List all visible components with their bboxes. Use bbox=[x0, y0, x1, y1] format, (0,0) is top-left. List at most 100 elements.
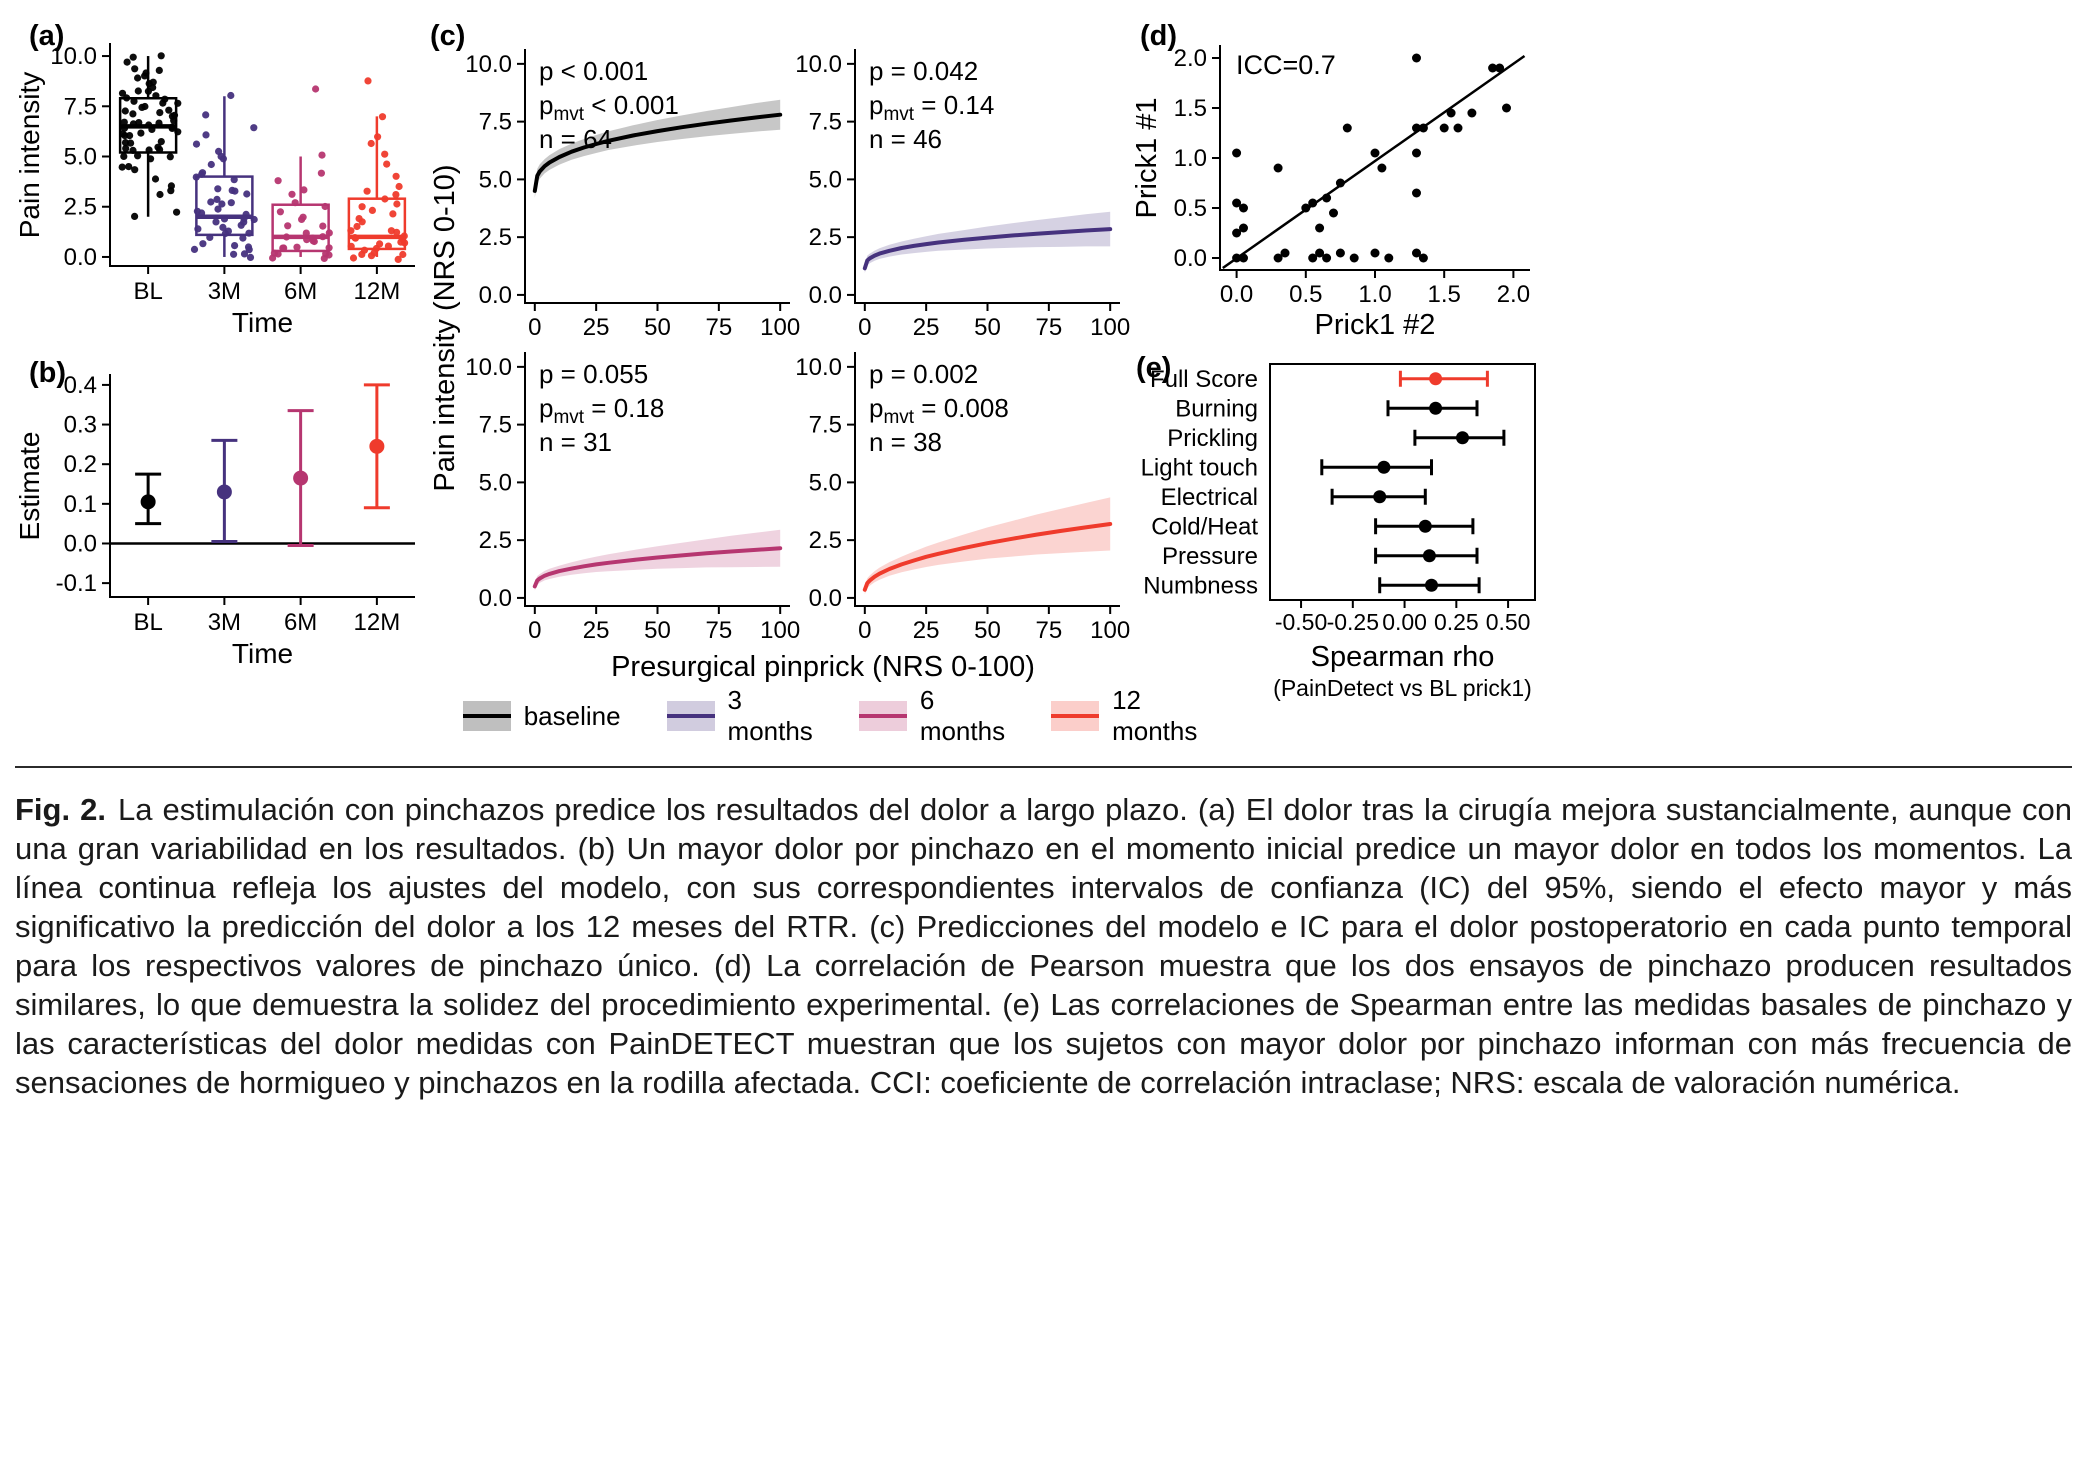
svg-text:5.0: 5.0 bbox=[479, 469, 512, 496]
svg-text:0.3: 0.3 bbox=[64, 412, 97, 439]
svg-text:0.50: 0.50 bbox=[1486, 609, 1531, 635]
svg-text:2.5: 2.5 bbox=[809, 224, 842, 251]
panel-a-boxplot: (a) 0.0 2.5 5.0 7.5 10.0 BL 3M 6M 12M Time Pain in… bbox=[15, 8, 425, 340]
svg-text:Estimate: Estimate bbox=[15, 432, 45, 541]
svg-text:75: 75 bbox=[1035, 617, 1062, 644]
figure-legend: baseline 3 months 6 months 12 months bbox=[462, 685, 1197, 746]
boxplot-layer bbox=[118, 56, 407, 257]
svg-text:0: 0 bbox=[528, 617, 541, 644]
svg-text:2.5: 2.5 bbox=[64, 194, 97, 221]
figure-caption: Fig. 2. La estimulación con pinchazos pre… bbox=[15, 766, 2072, 1102]
legend-swatch-line bbox=[462, 714, 511, 718]
svg-text:BL: BL bbox=[133, 278, 162, 305]
svg-text:Full Score: Full Score bbox=[1150, 366, 1258, 393]
svg-text:-0.1: -0.1 bbox=[56, 570, 97, 597]
panel-e-letter: (e) bbox=[1136, 352, 1172, 384]
legend-swatch bbox=[858, 701, 907, 731]
prick-correlation-scatter-chart: 0.0 0.5 1.0 1.5 2.0 0.0 0.5 1.0 1.5 2.0 ICC=0.7 Pri… bbox=[1131, 45, 1530, 341]
panel-c-letter: (c) bbox=[430, 20, 466, 52]
svg-text:10.0: 10.0 bbox=[465, 51, 512, 78]
legend-item: 3 months bbox=[666, 685, 813, 747]
legend-item: 12 months bbox=[1051, 685, 1197, 747]
svg-text:0.25: 0.25 bbox=[1434, 609, 1479, 635]
svg-text:n = 38: n = 38 bbox=[869, 427, 942, 457]
svg-text:p = 0.055: p = 0.055 bbox=[539, 359, 648, 389]
legend-swatch bbox=[666, 701, 715, 731]
svg-text:Prickling: Prickling bbox=[1167, 425, 1258, 452]
svg-text:50: 50 bbox=[974, 314, 1001, 341]
svg-text:0.0: 0.0 bbox=[1174, 245, 1207, 272]
svg-text:-0.50: -0.50 bbox=[1275, 609, 1327, 635]
svg-text:Pain intensity: Pain intensity bbox=[15, 72, 45, 239]
svg-text:Time: Time bbox=[232, 307, 293, 338]
svg-text:5.0: 5.0 bbox=[64, 144, 97, 171]
svg-text:1.0: 1.0 bbox=[1358, 281, 1391, 308]
svg-text:2.5: 2.5 bbox=[479, 224, 512, 251]
svg-text:50: 50 bbox=[644, 314, 671, 341]
jitter-points-layer bbox=[118, 52, 409, 263]
svg-text:10.0: 10.0 bbox=[795, 51, 842, 78]
caption-prefix: Fig. 2. bbox=[15, 792, 106, 827]
svg-text:0.4: 0.4 bbox=[64, 372, 97, 399]
svg-text:12M: 12M bbox=[354, 278, 401, 305]
legend-item: baseline bbox=[462, 701, 621, 732]
svg-text:0.0: 0.0 bbox=[809, 282, 842, 309]
legend-swatch bbox=[1051, 701, 1100, 731]
svg-text:1.5: 1.5 bbox=[1428, 281, 1461, 308]
svg-text:2.5: 2.5 bbox=[809, 527, 842, 554]
svg-text:0.0: 0.0 bbox=[1220, 281, 1253, 308]
svg-text:Prick1 #1: Prick1 #1 bbox=[1131, 98, 1163, 219]
scatter-points-layer bbox=[1232, 53, 1511, 263]
panel-b-letter: (b) bbox=[29, 357, 67, 389]
svg-text:0: 0 bbox=[858, 617, 871, 644]
legend-label: 3 months bbox=[727, 685, 813, 746]
svg-text:0.1: 0.1 bbox=[64, 491, 97, 518]
legend-label: 6 months bbox=[919, 685, 1006, 746]
svg-text:Pressure: Pressure bbox=[1162, 543, 1258, 570]
svg-text:10.0: 10.0 bbox=[465, 354, 512, 381]
svg-text:7.5: 7.5 bbox=[809, 412, 842, 439]
svg-text:0.0: 0.0 bbox=[64, 244, 97, 271]
svg-text:0: 0 bbox=[858, 314, 871, 341]
svg-text:0.2: 0.2 bbox=[64, 451, 97, 478]
svg-text:25: 25 bbox=[583, 314, 610, 341]
svg-text:Electrical: Electrical bbox=[1161, 484, 1258, 511]
svg-text:5.0: 5.0 bbox=[809, 166, 842, 193]
svg-text:1.5: 1.5 bbox=[1174, 95, 1207, 122]
legend-swatch-line bbox=[1051, 714, 1100, 718]
pointrange-layer bbox=[135, 383, 390, 547]
boxplot-pain-intensity-chart: 0.0 2.5 5.0 7.5 10.0 BL 3M 6M 12M Time Pain intens… bbox=[15, 43, 415, 338]
svg-text:-0.25: -0.25 bbox=[1327, 609, 1379, 635]
svg-text:Cold/Heat: Cold/Heat bbox=[1151, 513, 1258, 540]
smooth-subpanel: 0.0 2.5 5.0 7.5 10.0 0 25 50 75 100 p = 0.042 pmvt … bbox=[795, 49, 1130, 341]
smooth-subpanel: 0.0 2.5 5.0 7.5 10.0 0 25 50 75 100 p = 0.002 pmvt … bbox=[795, 352, 1130, 644]
svg-text:75: 75 bbox=[1035, 314, 1062, 341]
svg-text:ICC=0.7: ICC=0.7 bbox=[1236, 50, 1336, 80]
svg-text:3M: 3M bbox=[208, 609, 241, 636]
svg-text:3M: 3M bbox=[208, 278, 241, 305]
svg-text:Light touch: Light touch bbox=[1141, 454, 1258, 481]
panel-e-forest: (e) Full Score Burning Prickling Light touc… bbox=[1130, 348, 1555, 710]
svg-text:n = 31: n = 31 bbox=[539, 427, 612, 457]
svg-text:n = 46: n = 46 bbox=[869, 124, 942, 154]
svg-text:pmvt = 0.008: pmvt = 0.008 bbox=[869, 393, 1009, 428]
svg-text:1.0: 1.0 bbox=[1174, 145, 1207, 172]
panel-d-scatter: (d) 0.0 0.5 1.0 1.5 2.0 0.0 0.5 1.0 1.5 2.0 ICC=0.… bbox=[1130, 8, 1555, 345]
svg-text:25: 25 bbox=[913, 314, 940, 341]
svg-text:100: 100 bbox=[1090, 314, 1130, 341]
legend-swatch bbox=[462, 701, 511, 731]
svg-text:10.0: 10.0 bbox=[50, 43, 97, 70]
smooth-subpanel: 0.0 2.5 5.0 7.5 10.0 0 25 50 75 100 p = 0.055 pmvt … bbox=[465, 352, 800, 644]
svg-text:0.0: 0.0 bbox=[479, 585, 512, 612]
svg-text:6M: 6M bbox=[284, 278, 317, 305]
svg-text:p = 0.002: p = 0.002 bbox=[869, 359, 978, 389]
svg-text:25: 25 bbox=[583, 617, 610, 644]
forest-layer bbox=[1320, 370, 1506, 594]
svg-text:75: 75 bbox=[705, 617, 732, 644]
svg-text:50: 50 bbox=[644, 617, 671, 644]
legend-swatch-line bbox=[858, 714, 907, 718]
svg-text:6M: 6M bbox=[284, 609, 317, 636]
panel-d-letter: (d) bbox=[1140, 20, 1178, 52]
svg-text:0.0: 0.0 bbox=[479, 282, 512, 309]
